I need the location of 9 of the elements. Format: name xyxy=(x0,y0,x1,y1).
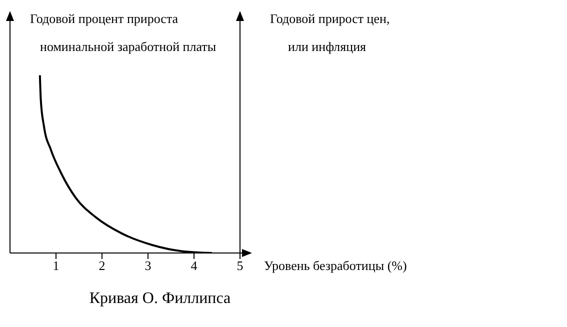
x-tick-label: 2 xyxy=(98,258,106,274)
y2-axis-title: Годовой прирост цен, или инфляция xyxy=(270,11,390,54)
x-tick-label: 1 xyxy=(52,258,60,274)
text: Кривая О. Филлипса xyxy=(89,290,231,307)
x-axis-title: Уровень безработицы (%) xyxy=(264,258,407,273)
x-tick-label: 5 xyxy=(236,258,244,274)
x-tick-label: 4 xyxy=(190,258,198,274)
x-tick-label: 3 xyxy=(144,258,152,274)
y-axis-title: Годовой процент прироста номинальной заработной платы xyxy=(30,11,216,54)
